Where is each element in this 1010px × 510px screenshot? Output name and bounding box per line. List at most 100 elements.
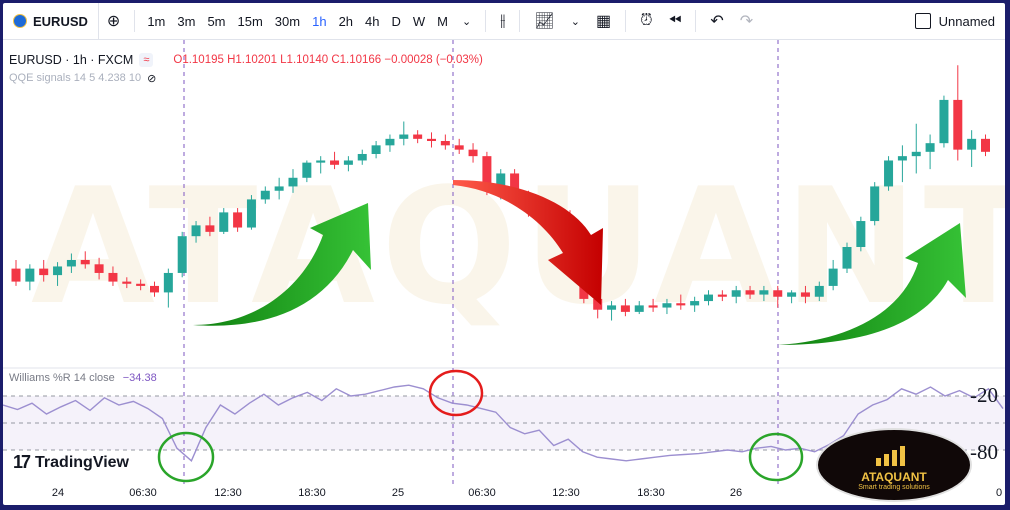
candle-body bbox=[302, 162, 312, 178]
candle-body bbox=[219, 212, 229, 232]
candle-body bbox=[884, 160, 894, 187]
tv-logo-text: TradingView bbox=[35, 453, 129, 471]
redo-icon[interactable]: ↷ bbox=[739, 13, 754, 30]
signal-circle-green bbox=[157, 431, 215, 483]
candle-body bbox=[731, 290, 741, 297]
interval-W[interactable]: W bbox=[412, 13, 426, 29]
time-tick: 06:30 bbox=[129, 487, 157, 499]
time-tick: 25 bbox=[391, 487, 405, 499]
candle-body bbox=[925, 143, 935, 152]
candle-body bbox=[385, 138, 395, 146]
candle-body bbox=[454, 145, 464, 150]
candle-body bbox=[25, 268, 35, 282]
replay-icon[interactable]: ⏪︎ bbox=[668, 12, 682, 29]
interval-4h[interactable]: 4h bbox=[365, 13, 380, 29]
symbol-legend[interactable]: EURUSD · 1h · FXCM ≈ O1.10195 H1.10201 L… bbox=[9, 53, 483, 67]
wpr-label: Williams %R 14 close bbox=[9, 372, 115, 384]
candle-body bbox=[94, 264, 104, 273]
candle-body bbox=[648, 305, 658, 308]
interval-5m[interactable]: 5m bbox=[207, 13, 226, 29]
time-tick: 24 bbox=[51, 487, 65, 499]
divider bbox=[485, 10, 487, 32]
annotations bbox=[157, 180, 966, 483]
legend-ohlc: O1.10195 H1.10201 L1.10140 C1.10166 −0.0… bbox=[173, 54, 483, 66]
symbol-search-button[interactable]: EURUSD bbox=[3, 3, 99, 39]
candle-body bbox=[634, 305, 644, 312]
candle-body bbox=[66, 259, 76, 267]
wpr-legend[interactable]: Williams %R 14 close −34.38 bbox=[9, 372, 157, 384]
interval-1m[interactable]: 1m bbox=[147, 13, 166, 29]
time-tick: 06:30 bbox=[468, 487, 496, 499]
candle-body bbox=[717, 294, 727, 297]
candle-body bbox=[246, 199, 256, 228]
candle-body bbox=[607, 305, 617, 310]
chart-window: ATAQUANT EURUSD ⊕ 1m 3m 5m 15m 30m 1h 2h 4h D W M … bbox=[3, 3, 1005, 505]
candle-body bbox=[911, 151, 921, 157]
up-arrow-icon bbox=[778, 223, 966, 345]
candle-body bbox=[163, 272, 173, 293]
candle-body bbox=[828, 268, 838, 286]
eye-hidden-icon[interactable]: ⊘ bbox=[147, 73, 157, 85]
indicator-legend[interactable]: QQE signals 14 5 4.238 10 ⊘ bbox=[9, 72, 156, 85]
interval-M[interactable]: M bbox=[437, 13, 449, 29]
candle-body bbox=[897, 156, 907, 161]
candle-body bbox=[191, 225, 201, 237]
candle-body bbox=[745, 290, 755, 295]
candle-body bbox=[330, 160, 340, 165]
plus-icon[interactable]: ⊕ bbox=[106, 13, 121, 30]
candle-body bbox=[53, 266, 63, 276]
legend-pill[interactable]: ≈ bbox=[139, 53, 154, 67]
candle-body bbox=[11, 268, 21, 282]
candle-body bbox=[150, 285, 159, 293]
candle-body bbox=[800, 292, 810, 297]
level-lower-label: -80 bbox=[970, 440, 998, 464]
top-toolbar: EURUSD ⊕ 1m 3m 5m 15m 30m 1h 2h 4h D W M ⌄ ⫲ 📈︎ ⌄ … bbox=[3, 3, 1005, 40]
candle-body bbox=[413, 134, 423, 139]
interval-D[interactable]: D bbox=[391, 13, 401, 29]
layout-name-button[interactable]: Unnamed bbox=[914, 3, 995, 39]
alert-icon[interactable]: ⏰︎ bbox=[640, 12, 653, 29]
candle-body bbox=[814, 285, 824, 297]
candle-body bbox=[759, 290, 769, 295]
chevron-down-icon[interactable]: ⌄ bbox=[570, 15, 580, 28]
time-tick: 0 bbox=[995, 487, 1003, 499]
interval-1h[interactable]: 1h bbox=[312, 13, 327, 29]
eurusd-flag-icon bbox=[13, 14, 27, 28]
interval-15m[interactable]: 15m bbox=[237, 13, 263, 29]
time-axis[interactable]: 24 06:30 12:30 18:30 25 06:30 12:30 18:30 26 0 bbox=[3, 485, 1005, 505]
candle-body bbox=[316, 160, 326, 163]
candle-body bbox=[787, 292, 797, 297]
candle-body bbox=[510, 173, 520, 196]
candle-body bbox=[371, 145, 381, 154]
wpr-value: −34.38 bbox=[122, 372, 157, 384]
candle-body bbox=[704, 294, 713, 302]
price-chart[interactable] bbox=[3, 40, 1005, 487]
candle-body bbox=[496, 173, 506, 189]
badge-tagline: Smart trading solutions bbox=[858, 484, 930, 491]
interval-2h[interactable]: 2h bbox=[338, 13, 354, 29]
candles-icon[interactable]: ⫲ bbox=[500, 12, 506, 29]
candle-body bbox=[856, 221, 866, 247]
candle-body bbox=[80, 259, 90, 265]
time-tick: 26 bbox=[729, 487, 743, 499]
candle-body bbox=[122, 281, 132, 284]
indicator-label: QQE signals 14 5 4.238 10 bbox=[9, 72, 142, 84]
candle-body bbox=[662, 303, 672, 308]
divider bbox=[625, 10, 627, 32]
legend-title: EURUSD · 1h · FXCM bbox=[9, 53, 134, 67]
candle-body bbox=[676, 303, 686, 306]
indicators-icon[interactable]: 📈︎ bbox=[534, 13, 555, 30]
candle-body bbox=[939, 99, 949, 144]
tradingview-logo[interactable]: 17 TradingView bbox=[13, 452, 129, 473]
up-arrow-icon bbox=[193, 203, 371, 326]
signal-circle-red bbox=[428, 369, 484, 417]
candle-body bbox=[842, 246, 852, 269]
undo-icon[interactable]: ↶ bbox=[710, 13, 724, 30]
candle-body bbox=[440, 141, 450, 146]
interval-3m[interactable]: 3m bbox=[177, 13, 196, 29]
chevron-down-icon[interactable]: ⌄ bbox=[462, 15, 472, 28]
interval-30m[interactable]: 30m bbox=[274, 13, 301, 29]
layouts-icon[interactable]: ▦ bbox=[595, 13, 612, 30]
candle-body bbox=[177, 236, 187, 273]
candle-body bbox=[343, 160, 353, 165]
